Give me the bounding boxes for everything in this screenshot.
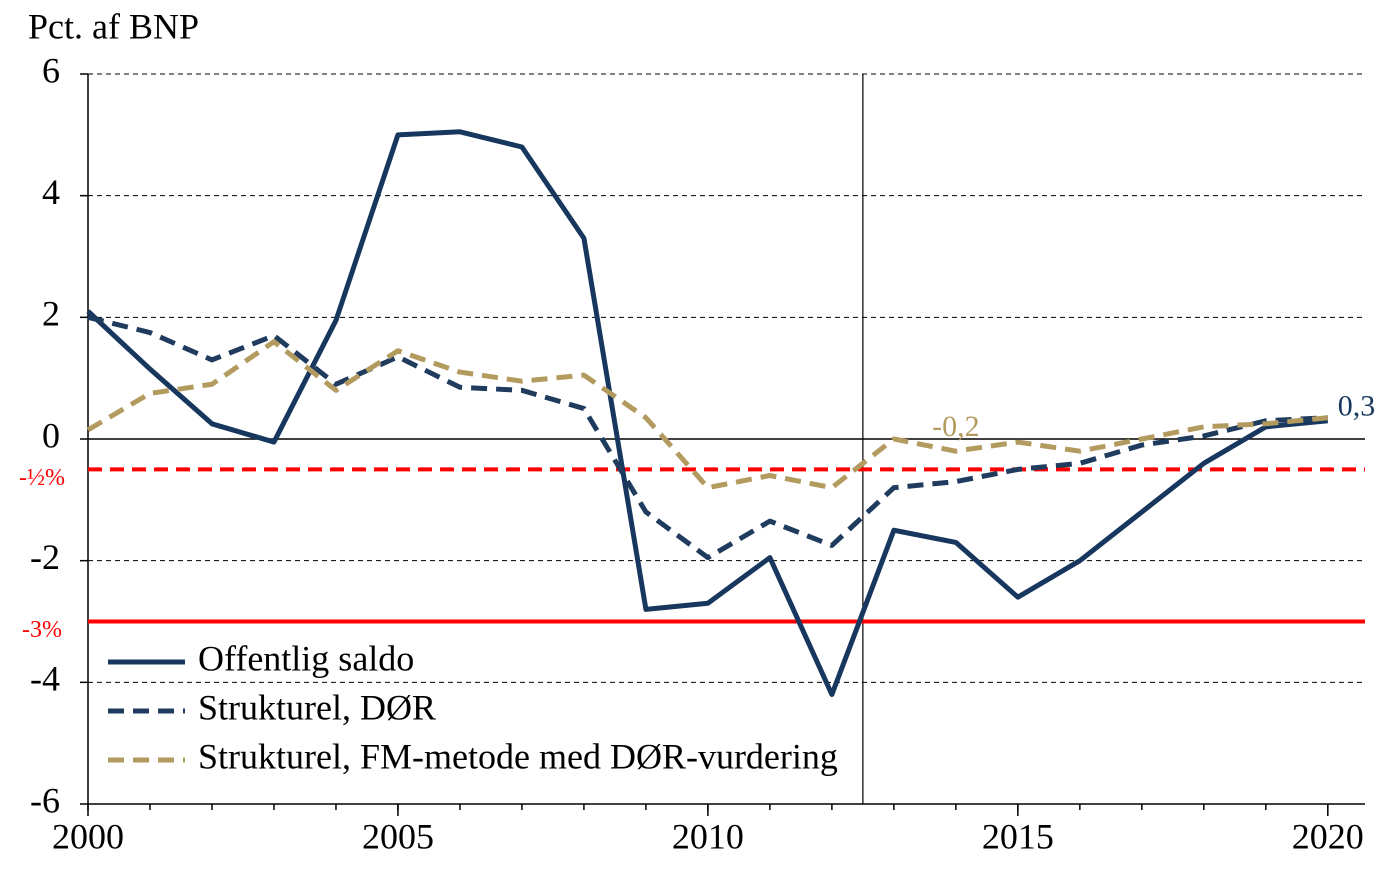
y-tick-label: 4 (42, 172, 60, 212)
reference-label: -½% (19, 465, 65, 491)
legend-label: Strukturel, DØR (198, 687, 436, 727)
y-axis-label: Pct. af BNP (28, 6, 199, 46)
x-tick-label: 2015 (982, 816, 1054, 856)
x-tick-label: 2000 (52, 816, 124, 856)
series-line (87, 314, 1328, 561)
y-tick-label: 6 (42, 50, 60, 90)
reference-label: -3% (22, 617, 62, 643)
series-line (86, 129, 1329, 697)
y-tick-label: -2 (30, 537, 60, 577)
x-tick-label: 2020 (1292, 816, 1364, 856)
series-line (86, 339, 1329, 491)
x-tick-label: 2010 (672, 816, 744, 856)
y-tick-label: -4 (30, 659, 60, 699)
legend-label: Offentlig saldo (198, 638, 414, 678)
value-label: -0,2 (932, 410, 980, 443)
y-tick-label: -6 (30, 780, 60, 820)
x-tick-label: 2005 (362, 816, 434, 856)
y-tick-label: 0 (42, 415, 60, 455)
value-label: 0,3 (1338, 390, 1376, 423)
y-tick-label: 2 (42, 294, 60, 334)
legend-label: Strukturel, FM-metode med DØR-vurdering (198, 736, 838, 776)
